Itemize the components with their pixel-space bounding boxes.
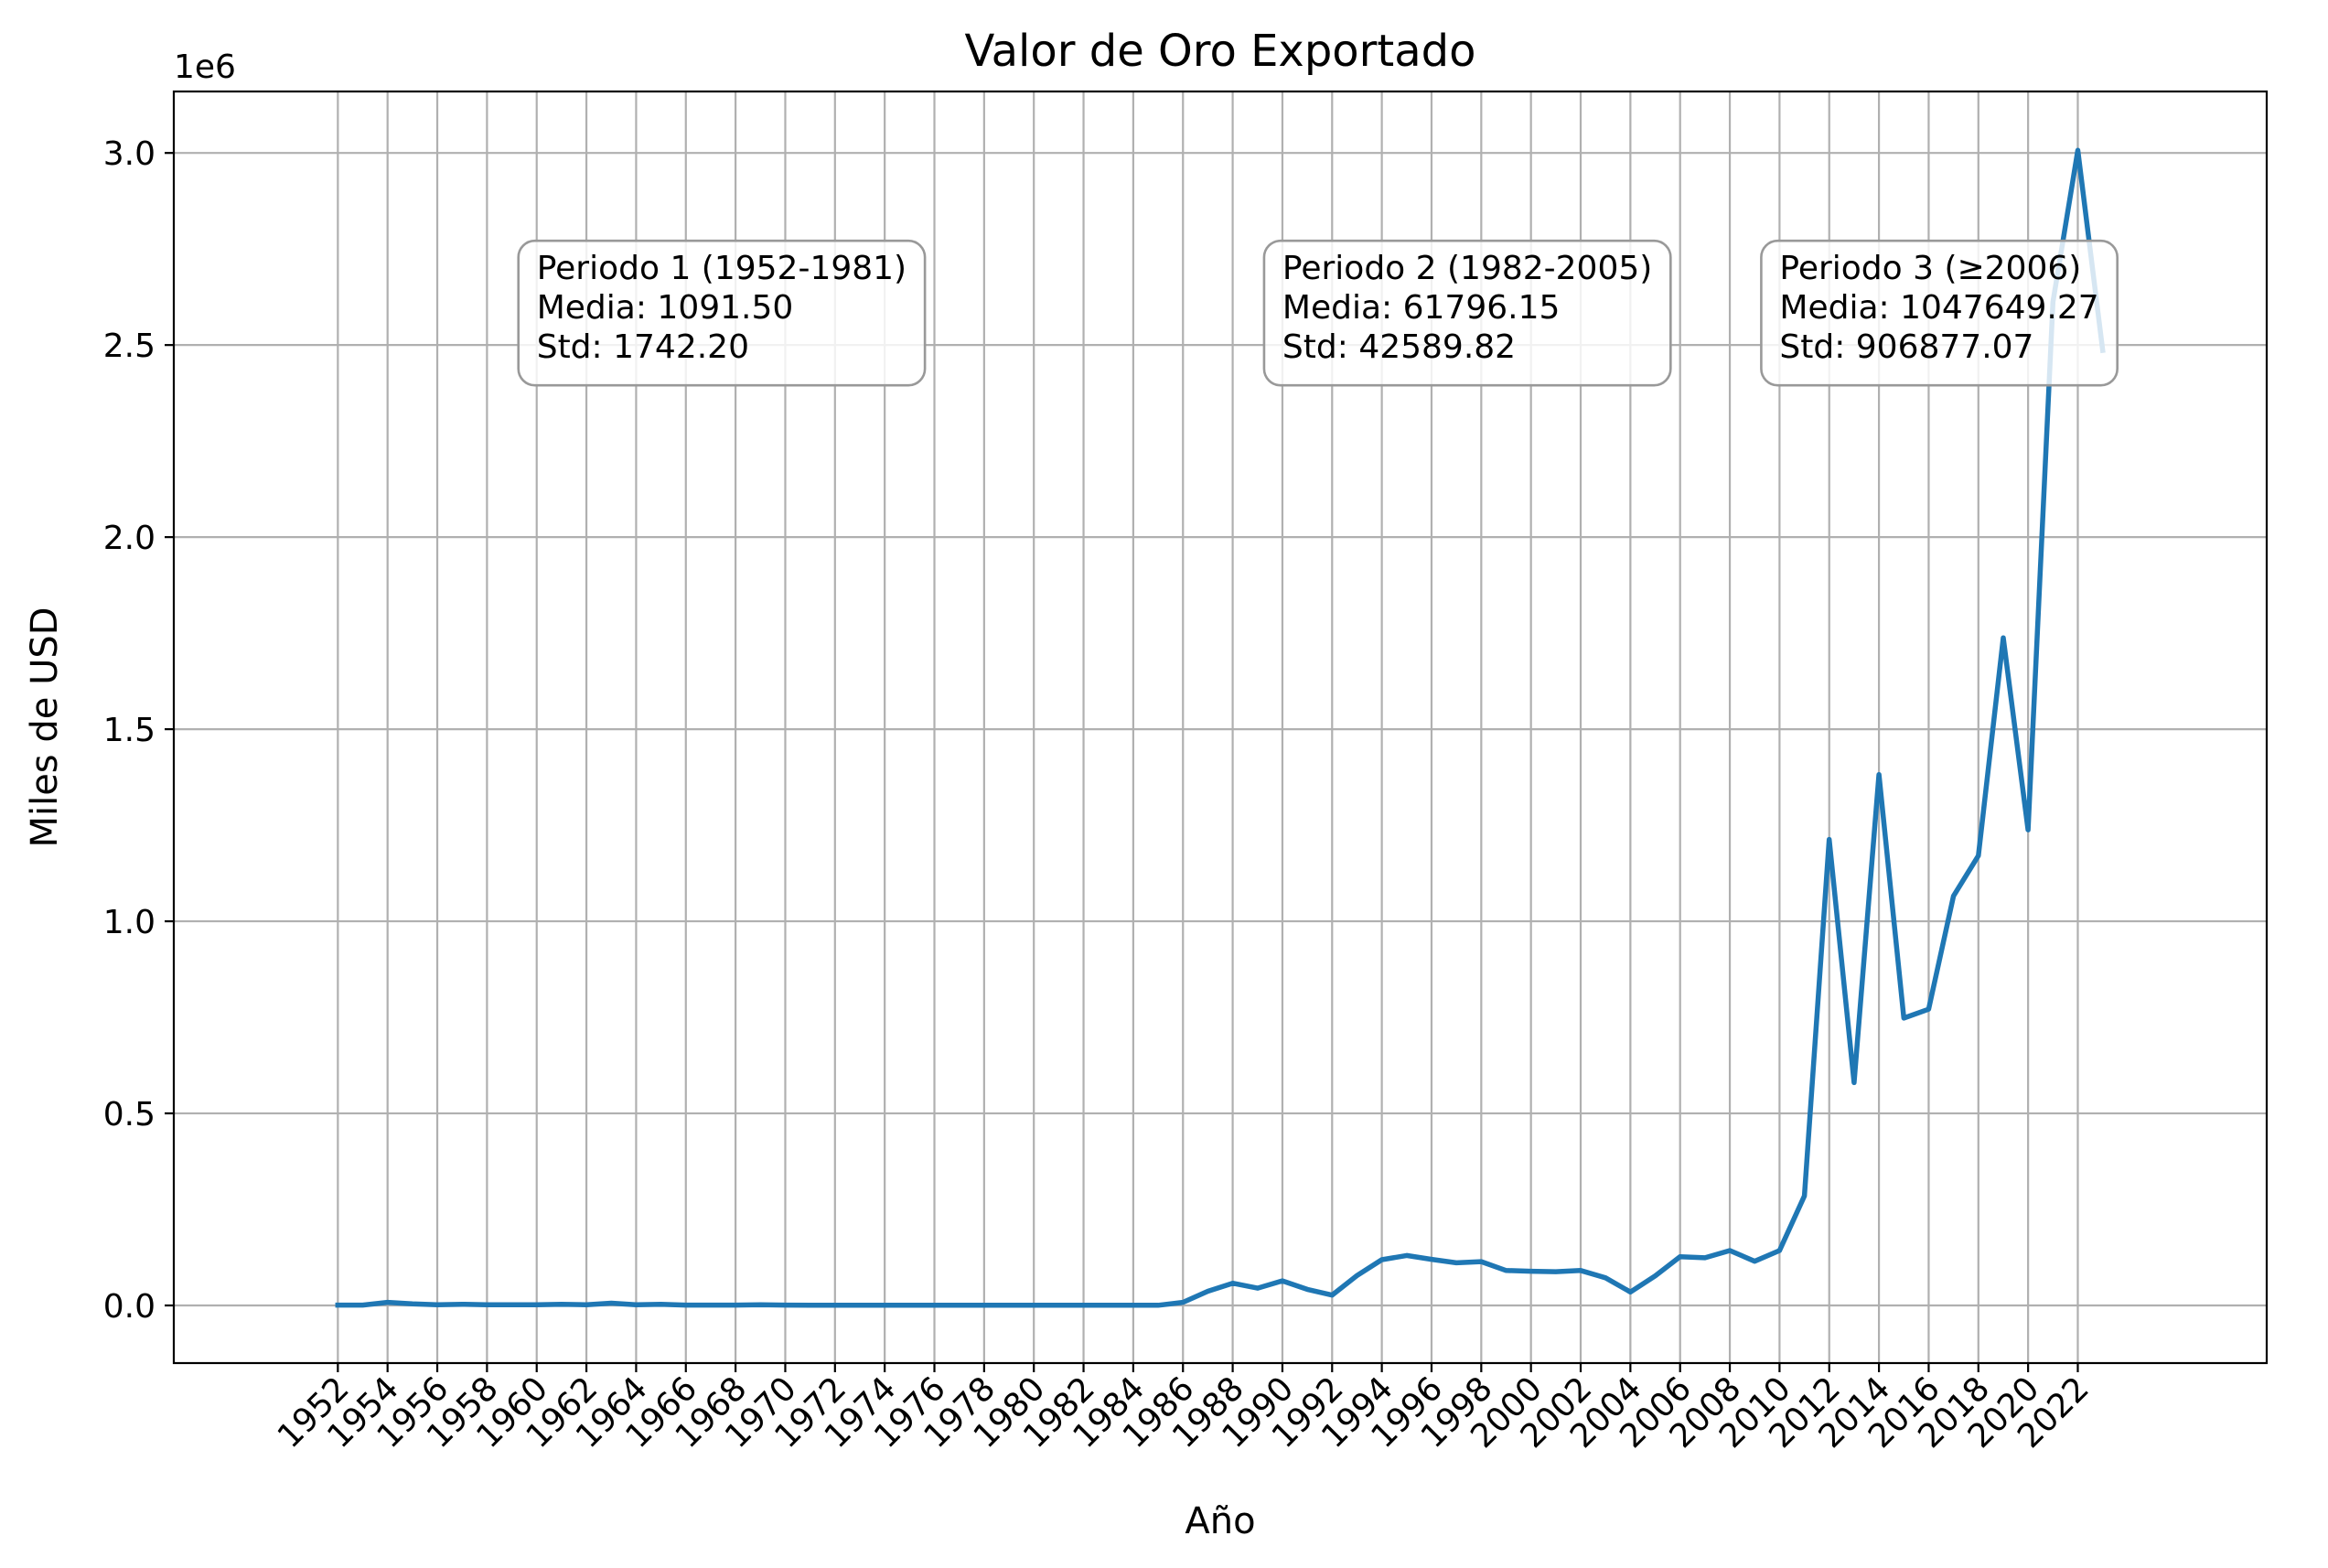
annotation-background: [1262, 239, 1672, 387]
annotation-line: Media: 1047649.27: [1779, 289, 2098, 327]
annotations: Periodo 1 (1952-1981)Media: 1091.50Std: …: [517, 239, 2119, 387]
annotation-line: Std: 1742.20: [537, 328, 749, 366]
y-axis-offset-label: 1e6: [174, 48, 236, 86]
chart-title: Valor de Oro Exportado: [965, 26, 1476, 77]
y-axis-label: Miles de USD: [24, 607, 66, 847]
annotation-line: Periodo 3 (≥2006): [1779, 250, 2081, 287]
y-tick-label: 0.5: [103, 1096, 156, 1133]
annotation-line: Periodo 1 (1952-1981): [537, 250, 907, 287]
annotation-box: Periodo 2 (1982-2005)Media: 61796.15Std:…: [1262, 239, 1672, 387]
annotation-box: Periodo 1 (1952-1981)Media: 1091.50Std: …: [517, 239, 927, 387]
annotation-background: [517, 239, 927, 387]
annotation-background: [1760, 239, 2119, 387]
series-layer: [335, 147, 2106, 1308]
annotation-line: Std: 906877.07: [1779, 328, 2033, 366]
series-line: [335, 147, 2106, 1308]
axes-frame: [172, 90, 2269, 1365]
annotation-line: Media: 61796.15: [1282, 289, 1560, 327]
annotation-line: Periodo 2 (1982-2005): [1282, 250, 1652, 287]
y-tick-label: 2.5: [103, 328, 156, 365]
y-tick-label: 2.0: [103, 520, 156, 557]
y-tick-label: 1.5: [103, 712, 156, 749]
annotation-line: Media: 1091.50: [537, 289, 794, 327]
y-tick-label: 1.0: [103, 904, 156, 941]
x-axis-label: Año: [1185, 1500, 1255, 1542]
y-tick-label: 0.0: [103, 1288, 156, 1326]
annotation-line: Std: 42589.82: [1282, 328, 1516, 366]
y-tick-label: 3.0: [103, 135, 156, 173]
